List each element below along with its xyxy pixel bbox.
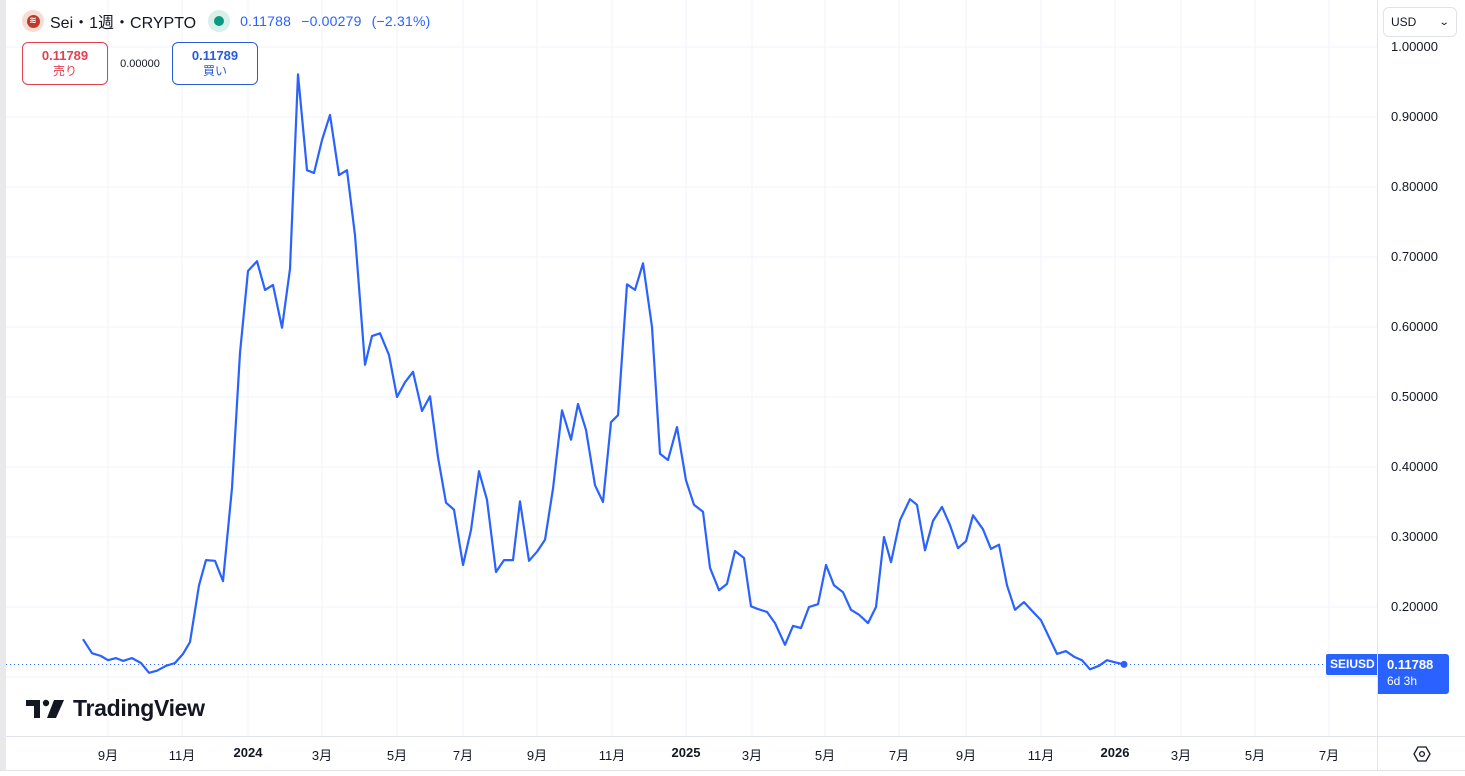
price-line-series[interactable] xyxy=(82,73,1125,674)
symbol-legend: ≋ Sei・1週・CRYPTO 0.11788 −0.00279 (−2.31%… xyxy=(22,9,436,33)
quote-values: 0.11788 −0.00279 (−2.31%) xyxy=(240,13,436,29)
symbol-price-tag: SEIUSD xyxy=(1326,654,1379,675)
time-tick-label: 3月 xyxy=(311,748,333,763)
time-tick-label: 3月 xyxy=(1170,748,1192,763)
time-tick-label: 7月 xyxy=(452,748,474,763)
tradingview-wordmark: TradingView xyxy=(73,695,205,721)
price-tick-label: 0.70000 xyxy=(1391,249,1438,264)
time-tick-label: 7月 xyxy=(888,748,910,763)
price-tick-label: 0.50000 xyxy=(1391,389,1438,404)
price-tick-label: 0.90000 xyxy=(1391,109,1438,124)
price-tick-label: 0.40000 xyxy=(1391,459,1438,474)
price-tick-label: 0.60000 xyxy=(1391,319,1438,334)
time-tick-label: 3月 xyxy=(741,748,763,763)
price-change: −0.00279 xyxy=(301,13,362,29)
time-tick-label: 9月 xyxy=(97,748,119,763)
price-scale[interactable]: 1.00000 0.90000 0.80000 0.70000 0.60000 0.500… xyxy=(1377,0,1465,736)
currency-select[interactable]: USD ⌄ xyxy=(1383,7,1457,37)
price-tick-label: 0.20000 xyxy=(1391,599,1438,614)
time-tick-label: 11月 xyxy=(168,748,196,763)
tradingview-logo[interactable]: TradingView xyxy=(26,695,205,722)
price-tick-label: 0.30000 xyxy=(1391,529,1438,544)
symbol-title[interactable]: Sei・1週・CRYPTO xyxy=(50,15,197,32)
currency-value: USD xyxy=(1391,15,1417,29)
sell-label: 売り xyxy=(52,64,77,78)
sell-button[interactable]: 0.11789 売り xyxy=(22,42,108,85)
time-tick-label: 2024 xyxy=(233,745,263,760)
time-tick-label: 5月 xyxy=(1244,748,1266,763)
bar-countdown: 6d 3h xyxy=(1387,674,1418,688)
time-tick-label: 11月 xyxy=(598,748,626,763)
time-tick-label: 5月 xyxy=(814,748,836,763)
price-tick-label: 1.00000 xyxy=(1391,39,1438,54)
chart-pane[interactable]: ≋ Sei・1週・CRYPTO 0.11788 −0.00279 (−2.31%… xyxy=(6,0,1379,736)
left-edge xyxy=(0,0,6,776)
time-tick-label: 9月 xyxy=(526,748,548,763)
chevron-down-icon: ⌄ xyxy=(1438,16,1450,28)
settings-hexagon-icon xyxy=(1412,745,1431,762)
time-tick-label: 5月 xyxy=(386,748,408,763)
last-price: 0.11788 xyxy=(240,13,292,29)
last-price-value: 0.11788 xyxy=(1387,657,1434,672)
bottom-edge xyxy=(0,770,1465,776)
buy-button[interactable]: 0.11789 買い xyxy=(172,42,258,85)
chart-settings-button[interactable] xyxy=(1377,736,1465,770)
time-tick-label: 9月 xyxy=(955,748,977,763)
buy-price: 0.11789 xyxy=(191,48,239,63)
time-tick-label: 7月 xyxy=(1318,748,1340,763)
time-scale[interactable]: 9月 11月 2024 3月 5月 7月 9月 11月 2025 3月 5月 7月 9月 11月 2026 3… xyxy=(6,736,1377,770)
tradingview-logo-icon xyxy=(26,699,64,718)
market-status-icon xyxy=(208,10,231,32)
price-tick-label: 0.80000 xyxy=(1391,179,1438,194)
last-price-label: 0.11788 6d 3h xyxy=(1378,654,1449,694)
buy-label: 買い xyxy=(202,64,227,78)
sell-price: 0.11789 xyxy=(41,48,89,63)
time-tick-label: 2026 xyxy=(1100,745,1130,760)
sei-logo-icon: ≋ xyxy=(22,10,44,32)
time-tick-label: 2025 xyxy=(671,745,701,760)
trade-buttons: 0.11789 売り 0.00000 0.11789 買い xyxy=(22,42,258,85)
last-point-marker xyxy=(1120,660,1128,668)
spread-value: 0.00000 xyxy=(120,57,160,70)
time-tick-label: 11月 xyxy=(1027,748,1055,763)
price-line-plot[interactable] xyxy=(6,0,1377,736)
price-change-percent: (−2.31%) xyxy=(371,13,431,29)
